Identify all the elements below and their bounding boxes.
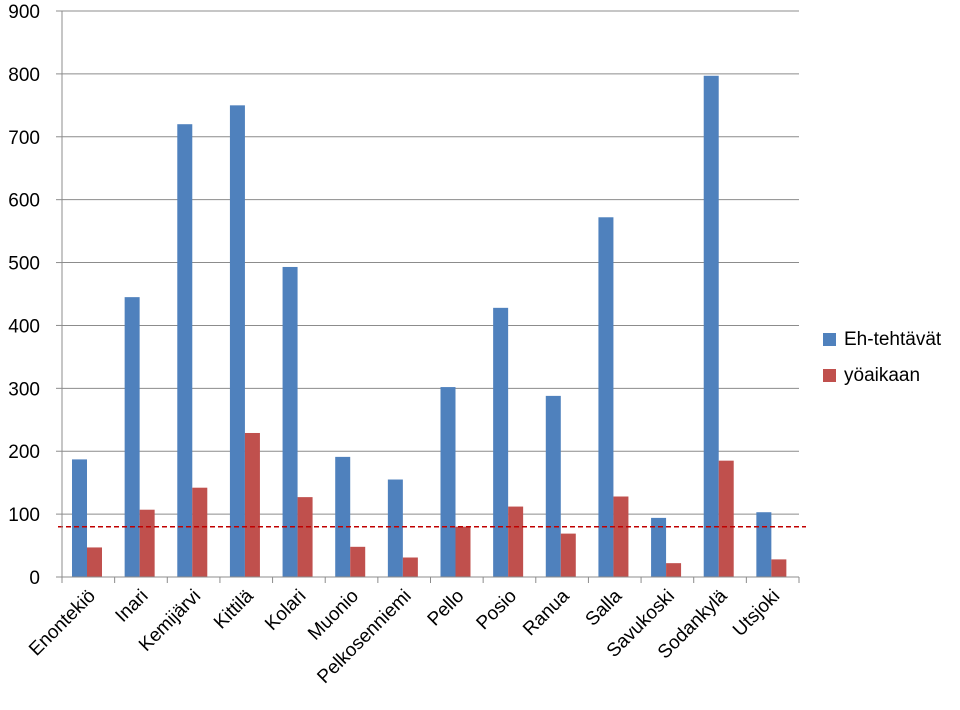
bar-yoaikaan [718,460,734,577]
bar-yoaikaan [139,509,155,577]
x-tick-label: Enontekiö [25,586,100,661]
y-tick-label: 200 [8,442,40,463]
bar-yoaikaan [508,506,524,577]
bar-yoaikaan [771,559,787,577]
bar-eh-tehtavat [335,456,351,577]
bar-yoaikaan [455,526,471,577]
bar-yoaikaan [87,547,102,577]
bar-eh-tehtavat [545,395,561,577]
gridlines [62,10,799,515]
legend-label: yöaikaan [844,365,920,386]
x-tick-label: Posio [473,586,521,634]
bar-yoaikaan [192,487,208,577]
x-tick-label: Utsjoki [729,586,784,641]
bar-eh-tehtavat [72,459,87,577]
x-tick-label: Inari [112,586,153,627]
bar-eh-tehtavat [598,217,614,577]
bar-eh-tehtavat [440,387,456,577]
x-tick-label: Kolari [261,586,310,635]
y-tick-label: 600 [8,191,40,212]
y-tick-label: 100 [8,505,40,526]
y-tick-label: 700 [8,128,40,149]
x-tick-label: Ranua [519,585,574,640]
bar-eh-tehtavat [177,124,193,577]
bars [72,75,787,577]
y-tick-label: 300 [8,379,40,400]
bar-yoaikaan [402,557,418,577]
bar-yoaikaan [244,432,260,577]
bar-yoaikaan [666,563,682,577]
legend-swatch [823,333,836,346]
bar-yoaikaan [560,533,576,577]
y-tick-label: 500 [8,254,40,275]
y-tick-labels: 0 100 200 300 400 500 600 700 800 900 [8,2,40,589]
legend: Eh-tehtävät yöaikaan [823,329,942,386]
bar-eh-tehtavat [229,105,245,577]
bar-eh-tehtavat [282,266,298,577]
bar-eh-tehtavat [651,517,667,577]
bar-yoaikaan [297,497,313,577]
x-tick-label: Pello [424,586,469,631]
bar-eh-tehtavat [756,512,772,577]
y-tick-label: 400 [8,316,40,337]
bar-eh-tehtavat [124,297,140,577]
bar-eh-tehtavat [387,479,403,577]
bar-yoaikaan [613,496,629,577]
legend-label: Eh-tehtävät [844,329,942,350]
bar-yoaikaan [350,546,366,577]
x-tick-label: Pelkosenniemi [313,586,415,688]
axes [56,10,800,583]
bar-eh-tehtavat [493,307,509,577]
y-tick-label: 900 [8,2,40,23]
legend-swatch [823,369,836,382]
x-tick-label: Kittilä [210,585,258,633]
x-tick-label: Salla [582,585,627,630]
y-tick-label: 0 [29,568,40,589]
y-tick-label: 800 [8,65,40,86]
bar-eh-tehtavat [703,75,719,577]
